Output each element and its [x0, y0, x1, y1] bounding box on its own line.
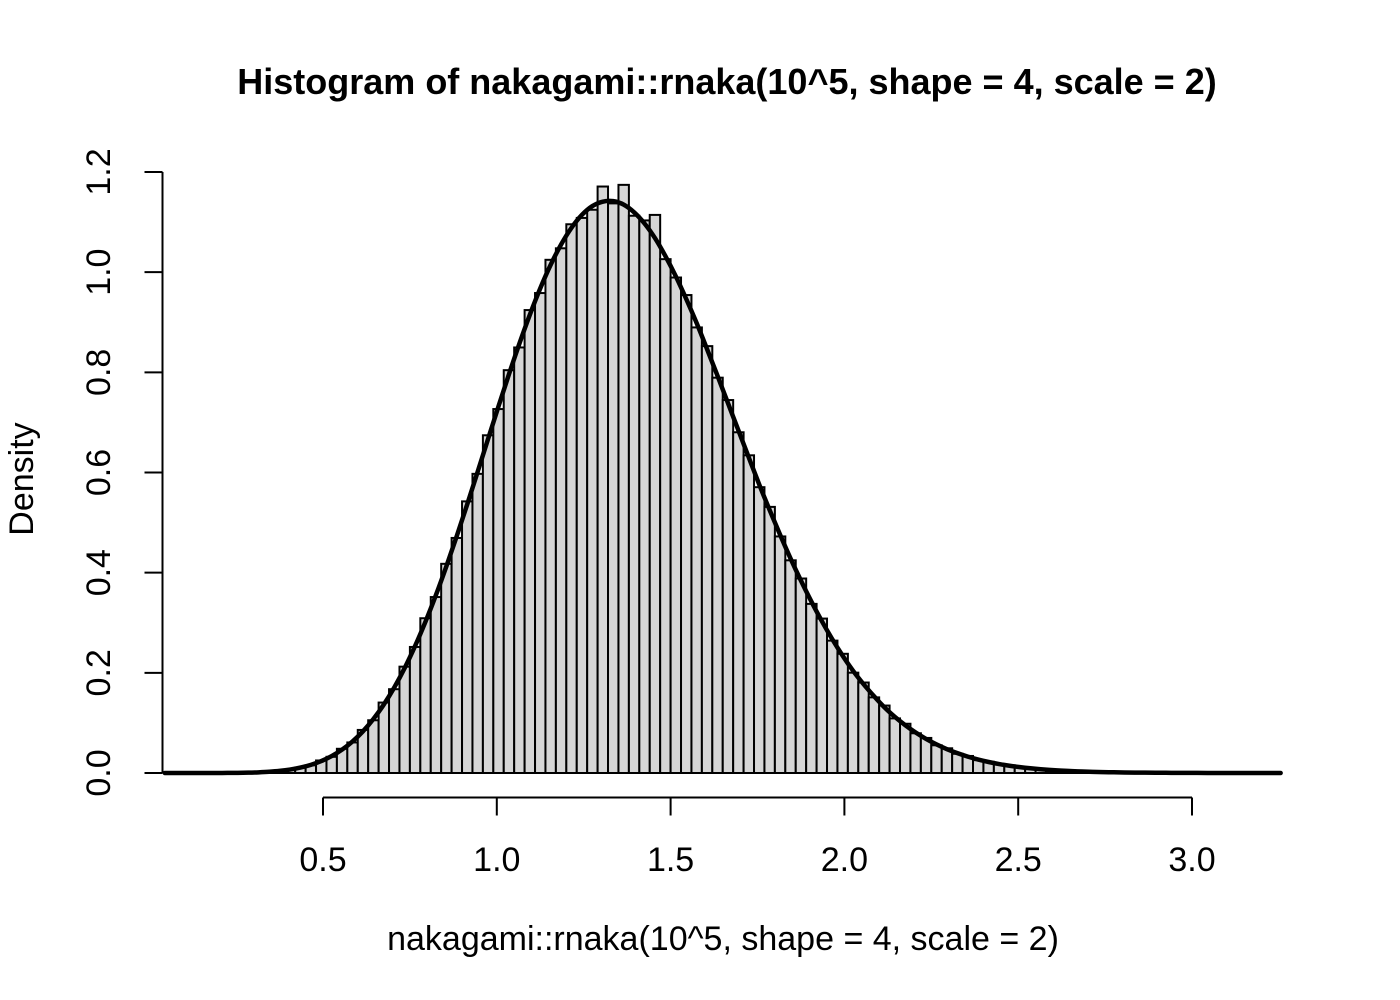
chart-title: Histogram of nakagami::rnaka(10^5, shape… [237, 61, 1216, 102]
histogram-bar [638, 219, 651, 775]
histogram-bar [388, 688, 401, 775]
histogram-bar [711, 376, 724, 774]
histogram-bar [513, 346, 526, 774]
x-tick-label: 3.0 [1168, 841, 1215, 879]
histogram-bar [846, 671, 860, 774]
histogram-bar [659, 258, 672, 774]
histogram-bar [805, 602, 818, 774]
histogram-bar [826, 639, 839, 774]
y-axis: 0.0 0.2 0.4 0.6 0.8 1.0 1.2 [80, 148, 164, 797]
histogram-bar [398, 665, 411, 774]
histogram-bar [700, 345, 714, 774]
histogram-bar [742, 454, 756, 774]
y-axis-label: Density [3, 422, 41, 535]
x-tick-label: 2.0 [821, 841, 868, 879]
histogram-bar [492, 408, 505, 774]
histogram-bar [909, 732, 922, 775]
histogram-bar [481, 434, 495, 774]
histogram-bar [554, 247, 568, 775]
x-tick-label: 2.5 [995, 841, 1042, 879]
histogram-bar [669, 276, 683, 774]
histogram-bar [523, 309, 537, 774]
histogram-bar [627, 214, 641, 775]
x-tick-label: 1.0 [473, 841, 520, 879]
histogram-bar [419, 617, 432, 774]
histogram-bar [763, 505, 776, 774]
histogram-bar [544, 258, 557, 774]
histogram-bar [648, 213, 662, 775]
density-curve [162, 198, 1283, 776]
y-tick-label: 0.8 [80, 349, 118, 396]
histogram-bar [899, 722, 912, 774]
y-tick-label: 0.2 [80, 649, 118, 696]
histogram-bar [721, 399, 735, 774]
histogram-bar [450, 536, 464, 775]
histogram-bar [836, 652, 849, 774]
y-tick-label: 0.4 [80, 549, 118, 596]
histogram-bar [440, 562, 453, 774]
histogram-bar [408, 645, 422, 775]
histogram-bar [502, 369, 516, 774]
histogram-bar [367, 719, 380, 774]
histogram-bar [471, 472, 484, 774]
histogram-bar [575, 216, 589, 775]
histogram-bar [753, 486, 766, 774]
histogram-bar [857, 681, 870, 775]
histogram-bar [461, 500, 474, 774]
histogram-bar [784, 559, 797, 774]
y-tick-label: 1.2 [80, 148, 118, 195]
histogram-bar [773, 535, 787, 774]
histogram-bar [815, 617, 829, 775]
histogram-bar [617, 183, 630, 775]
histogram-bar [732, 431, 745, 774]
histogram-bar [607, 202, 620, 774]
histogram-bar [794, 577, 808, 775]
histogram-bar [867, 696, 881, 774]
histogram-bar [429, 596, 443, 774]
x-axis-label: nakagami::rnaka(10^5, shape = 4, scale =… [387, 920, 1059, 958]
y-tick-label: 0.0 [80, 749, 118, 796]
histogram-bar [586, 208, 599, 775]
histogram-bar [888, 717, 902, 774]
histogram-bar [565, 223, 578, 774]
histogram-bar [690, 326, 703, 774]
histogram-bar [680, 294, 693, 774]
x-tick-label: 0.5 [299, 841, 346, 879]
histogram-bar [930, 744, 943, 774]
x-tick-label: 1.5 [647, 841, 694, 879]
x-axis: 0.5 1.0 1.5 2.0 2.5 3.0 [299, 796, 1216, 879]
y-tick-label: 0.6 [80, 449, 118, 496]
histogram-bar [878, 704, 891, 774]
histogram-bar [534, 292, 547, 774]
histogram-bars [221, 183, 1246, 775]
y-tick-label: 1.0 [80, 249, 118, 296]
histogram-bar [596, 185, 610, 774]
